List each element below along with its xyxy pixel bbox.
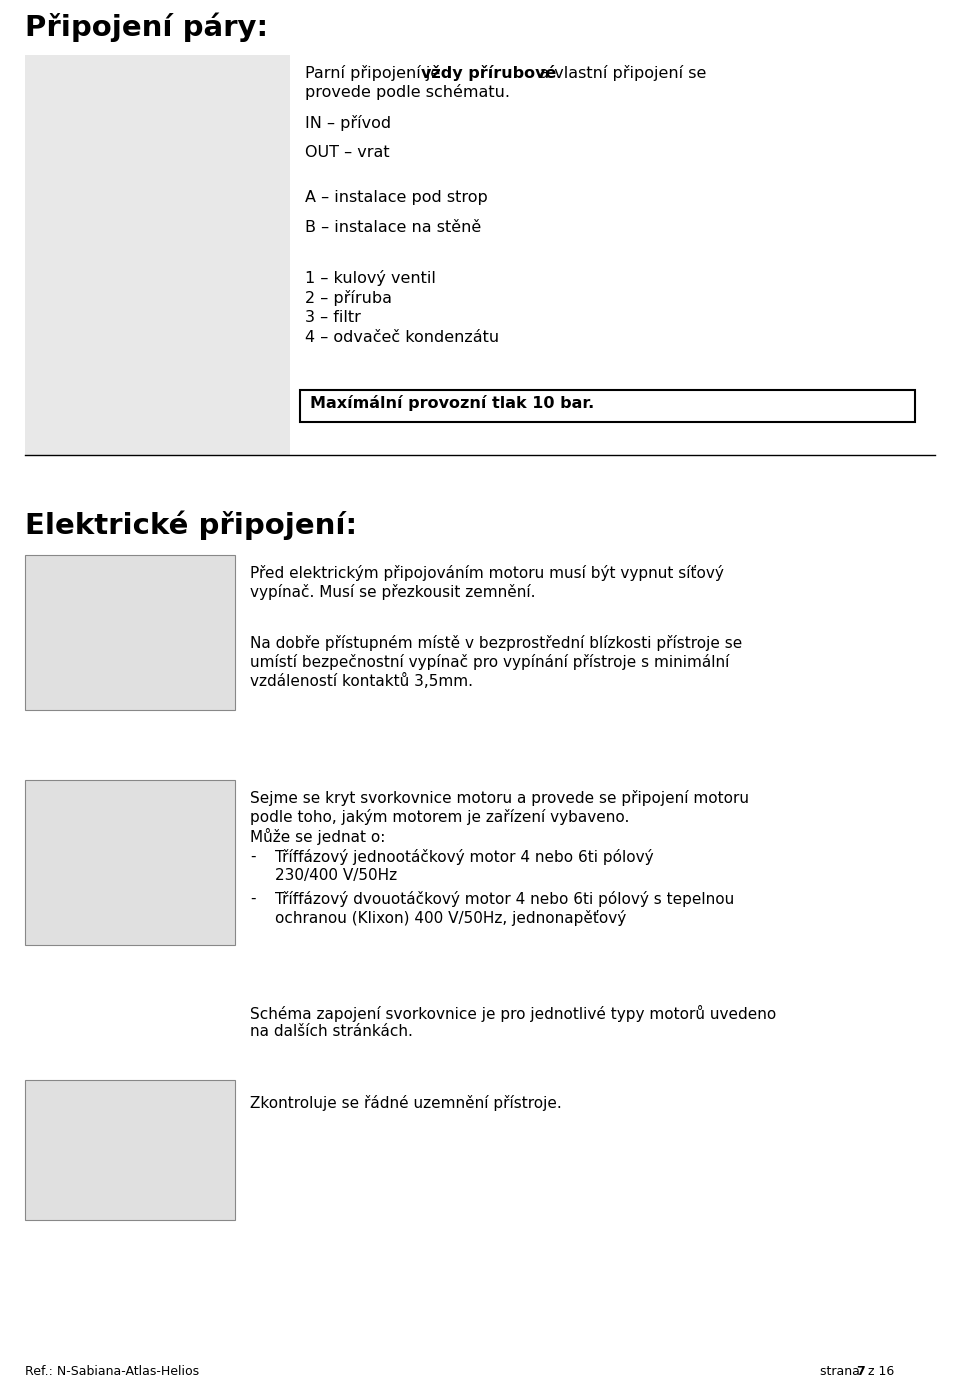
Bar xyxy=(25,780,235,945)
Text: 1 – kulový ventil: 1 – kulový ventil xyxy=(305,270,436,285)
Text: A – instalace pod strop: A – instalace pod strop xyxy=(305,190,488,205)
Text: OUT – vrat: OUT – vrat xyxy=(305,145,390,161)
Text: na dalších stránkách.: na dalších stránkách. xyxy=(250,1024,413,1039)
Text: Ref.: N-Sabiana-Atlas-Helios: Ref.: N-Sabiana-Atlas-Helios xyxy=(25,1366,199,1378)
Text: Maxímální provozní tlak 10 bar.: Maxímální provozní tlak 10 bar. xyxy=(310,395,594,411)
Text: B – instalace na stěně: B – instalace na stěně xyxy=(305,220,481,235)
Text: strana: strana xyxy=(820,1366,864,1378)
Text: Elektrické připojení:: Elektrické připojení: xyxy=(25,510,357,540)
Bar xyxy=(300,391,915,422)
Text: Sejme se kryt svorkovnice motoru a provede se připojení motoru: Sejme se kryt svorkovnice motoru a prove… xyxy=(250,789,749,806)
Text: 2 – příruba: 2 – příruba xyxy=(305,289,392,306)
Text: provede podle schématu.: provede podle schématu. xyxy=(305,84,510,100)
Text: vypínač. Musí se přezkousit zemnění.: vypínač. Musí se přezkousit zemnění. xyxy=(250,584,536,600)
Text: ochranou (Klixon) 400 V/50Hz, jednonapěťový: ochranou (Klixon) 400 V/50Hz, jednonapěť… xyxy=(275,910,626,927)
Text: 7: 7 xyxy=(856,1366,865,1378)
Text: 230/400 V/50Hz: 230/400 V/50Hz xyxy=(275,868,397,884)
Text: z 16: z 16 xyxy=(864,1366,895,1378)
Text: Může se jednat o:: Může se jednat o: xyxy=(250,828,385,845)
Text: vzdáleností kontaktů 3,5mm.: vzdáleností kontaktů 3,5mm. xyxy=(250,673,473,688)
Bar xyxy=(25,55,290,456)
Text: Na dobře přístupném místě v bezprostřední blízkosti přístroje se: Na dobře přístupném místě v bezprostředn… xyxy=(250,634,742,651)
Text: Připojení páry:: Připojení páry: xyxy=(25,12,268,42)
Text: Tříffázový dvouotáčkový motor 4 nebo 6ti pólový s tepelnou: Tříffázový dvouotáčkový motor 4 nebo 6ti… xyxy=(275,891,734,907)
Text: Zkontroluje se řádné uzemnění přístroje.: Zkontroluje se řádné uzemnění přístroje. xyxy=(250,1096,562,1111)
Text: a vlastní připojení se: a vlastní připojení se xyxy=(529,65,707,80)
Text: Parní připojení je: Parní připojení je xyxy=(305,65,445,80)
Text: Před elektrickým připojováním motoru musí být vypnut síťový: Před elektrickým připojováním motoru mus… xyxy=(250,565,724,580)
Text: vždy přírubové: vždy přírubové xyxy=(421,65,557,80)
Text: podle toho, jakým motorem je zařízení vybaveno.: podle toho, jakým motorem je zařízení vy… xyxy=(250,809,630,825)
Text: 3 – filtr: 3 – filtr xyxy=(305,310,361,325)
Bar xyxy=(25,1080,235,1220)
Text: -: - xyxy=(250,891,255,906)
Bar xyxy=(25,555,235,711)
Text: -: - xyxy=(250,849,255,864)
Text: Tříffázový jednootáčkový motor 4 nebo 6ti pólový: Tříffázový jednootáčkový motor 4 nebo 6t… xyxy=(275,849,654,866)
Text: IN – přívod: IN – přívod xyxy=(305,115,391,132)
Text: Schéma zapojení svorkovnice je pro jednotlivé typy motorů uvedeno: Schéma zapojení svorkovnice je pro jedno… xyxy=(250,1006,777,1022)
Text: 4 – odvačeč kondenzátu: 4 – odvačeč kondenzátu xyxy=(305,330,499,345)
Text: umístí bezpečnostní vypínač pro vypínání přístroje s minimální: umístí bezpečnostní vypínač pro vypínání… xyxy=(250,654,730,670)
